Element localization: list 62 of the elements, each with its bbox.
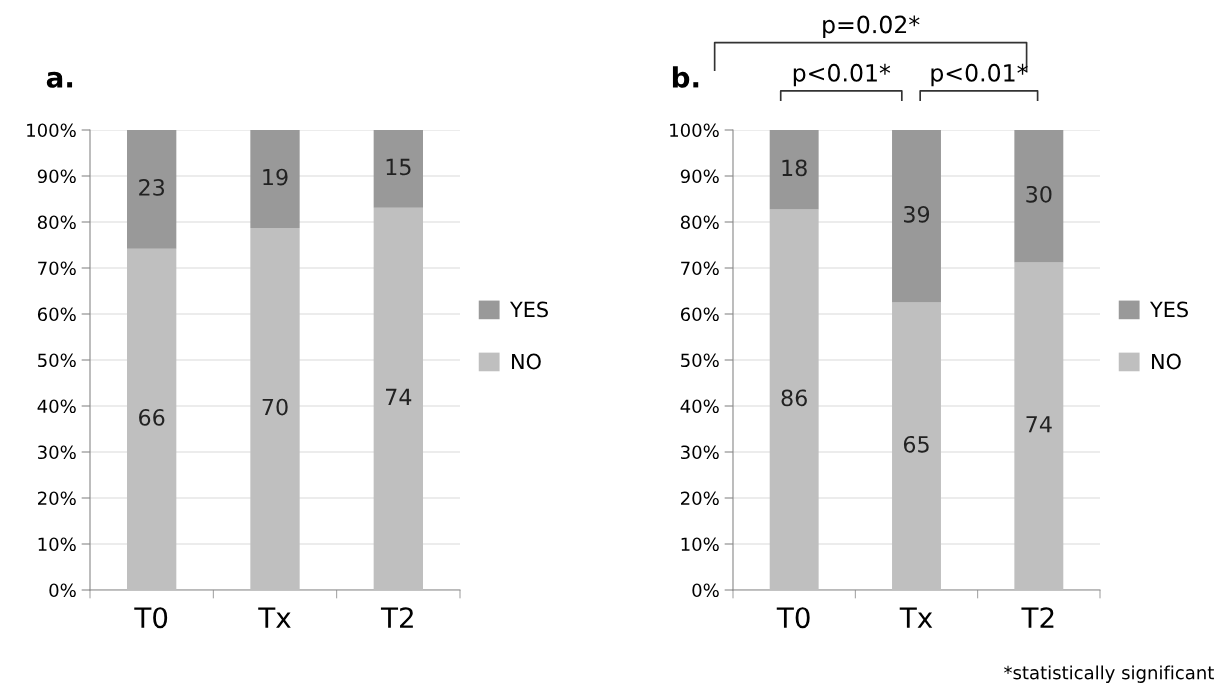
chart-title: a. xyxy=(46,71,73,88)
y-tick-label: 40% xyxy=(37,399,76,414)
annotation: 66 xyxy=(139,408,165,426)
annotation: 23 xyxy=(139,178,165,196)
annotation: 18 xyxy=(782,159,807,177)
annotation: 74 xyxy=(386,388,412,405)
y-tick-label: 0% xyxy=(49,583,76,598)
y-tick-label: 100% xyxy=(27,123,76,138)
y-tick-label: 0% xyxy=(692,583,719,598)
legend-label: YES xyxy=(1149,301,1188,318)
bar xyxy=(373,130,423,208)
annotation: 70 xyxy=(262,398,288,416)
y-tick-label: 90% xyxy=(680,169,719,184)
y-tick-label: 60% xyxy=(37,307,76,322)
bar xyxy=(1014,262,1064,590)
bar xyxy=(250,227,300,590)
annotation: 65 xyxy=(903,435,929,453)
y-tick-label: 50% xyxy=(681,353,719,368)
y-tick-label: 40% xyxy=(680,399,719,414)
legend-label: NO xyxy=(1152,353,1181,370)
y-tick-label: 50% xyxy=(38,353,76,368)
y-tick-label: 20% xyxy=(681,491,719,506)
annotation: 30 xyxy=(1026,185,1052,203)
annotation: 86 xyxy=(781,389,807,407)
y-tick-label: 10% xyxy=(681,537,719,552)
legend-label: NO xyxy=(512,353,541,370)
x-tick-label: T0 xyxy=(134,607,168,629)
bar xyxy=(769,130,819,210)
bar xyxy=(892,302,941,590)
bar xyxy=(892,130,941,303)
y-tick-label: 30% xyxy=(681,445,719,460)
y-tick-label: 70% xyxy=(681,261,719,276)
bar xyxy=(250,130,300,228)
annotation: 39 xyxy=(904,205,930,223)
bar xyxy=(127,248,177,590)
x-tick-label: T2 xyxy=(380,607,413,628)
x-tick-label: Tx xyxy=(899,607,933,628)
text: p=0.02* xyxy=(823,15,920,38)
annotation: 19 xyxy=(263,168,288,186)
legend-label: YES xyxy=(509,301,548,318)
annotation: 15 xyxy=(386,158,411,176)
annotation: 74 xyxy=(1026,416,1052,433)
text: p<0.01* xyxy=(793,63,891,87)
y-tick-label: 80% xyxy=(37,215,76,230)
bar xyxy=(127,130,177,249)
y-tick-label: 70% xyxy=(38,261,76,276)
y-tick-label: 30% xyxy=(38,445,76,460)
y-tick-label: 100% xyxy=(670,123,719,138)
y-tick-label: 20% xyxy=(38,491,76,506)
x-tick-label: T2 xyxy=(1021,607,1054,628)
bar xyxy=(1014,130,1064,263)
y-tick-label: 80% xyxy=(680,215,719,230)
bar xyxy=(769,209,819,590)
text: p<0.01* xyxy=(931,63,1028,87)
x-tick-label: Tx xyxy=(258,607,291,628)
y-tick-label: 10% xyxy=(38,537,76,552)
text: *statistically significant xyxy=(1004,665,1214,683)
x-tick-label: T0 xyxy=(776,607,810,629)
y-tick-label: 90% xyxy=(37,169,76,184)
bar xyxy=(373,207,423,590)
chart-title: b. xyxy=(672,66,699,88)
y-tick-label: 60% xyxy=(680,307,719,322)
